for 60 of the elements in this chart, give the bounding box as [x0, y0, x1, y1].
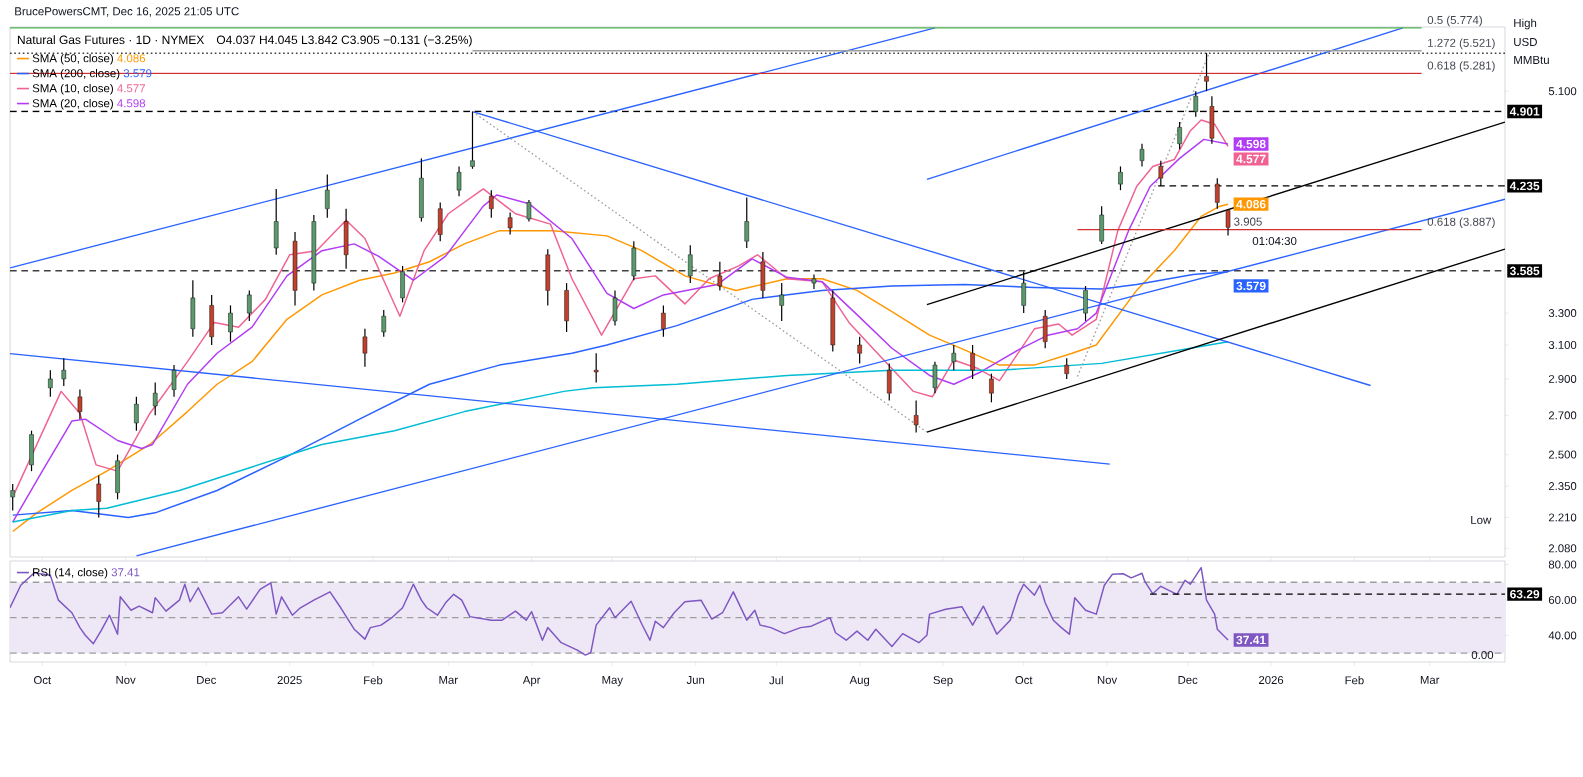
annotation: 0.5 (5.774)	[1427, 15, 1482, 27]
y-tick-label: 40.00	[1548, 631, 1577, 640]
x-tick-label: 2025	[277, 676, 302, 685]
x-tick-label: Aug	[849, 676, 870, 687]
data-label: 4.086	[1236, 199, 1266, 209]
x-tick-label: Nov	[1097, 676, 1118, 684]
annotation: 0.618 (5.281)	[1427, 61, 1495, 72]
y-tick-label: 60.00	[1548, 595, 1577, 604]
y-tick-label: 80.00	[1548, 560, 1577, 569]
x-tick-label: Jul	[769, 676, 783, 685]
y-tick-label: 2.900	[1548, 374, 1577, 383]
ref-line-label: 4.901	[1509, 107, 1540, 116]
x-tick-label: Dec	[197, 676, 217, 684]
y-tick-label: 5.100	[1548, 87, 1577, 96]
x-tick-label: Dec	[1178, 676, 1198, 684]
text: O4.037 H4.045 L3.842 C3.905 −0.131 (−3.25%)	[216, 35, 472, 47]
x-tick-label: Oct	[34, 676, 52, 685]
y-tick-label: 3.100	[1548, 340, 1577, 349]
x-tick-label: 2026	[1259, 676, 1284, 685]
annotation: 0.00	[1471, 650, 1494, 660]
y-tick-label: 2.700	[1548, 411, 1577, 420]
ref-line-label: 3.585	[1509, 266, 1540, 276]
text: High	[1514, 18, 1537, 30]
y-tick-label: 2.500	[1548, 450, 1577, 459]
text: BrucePowersCMT, Dec 16, 2025 21:05 UTC	[15, 7, 239, 17]
x-tick-label: Sep	[933, 676, 953, 687]
y-tick-label: 2.210	[1548, 513, 1577, 522]
data-label: 63.29	[1510, 589, 1540, 599]
annotation: 1.272 (5.521)	[1428, 38, 1495, 50]
x-tick-label: Oct	[1015, 676, 1033, 685]
x-tick-label: Nov	[116, 676, 136, 684]
text: Natural Gas Futures · 1D · NYMEX	[17, 35, 205, 45]
x-tick-label: Feb	[364, 676, 383, 685]
data-label: 37.41	[1236, 635, 1266, 645]
text: 4.598	[117, 99, 146, 108]
annotation: Low	[1471, 515, 1492, 524]
y-tick-label: 2.350	[1548, 482, 1577, 491]
x-tick-label: Jun	[686, 676, 705, 684]
x-tick-label: Mar	[1420, 676, 1440, 684]
data-label: 4.577	[1236, 154, 1266, 164]
y-tick-label: 3.300	[1548, 309, 1577, 318]
y-tick-label: 2.080	[1548, 544, 1577, 553]
x-tick-label: Feb	[1345, 676, 1364, 685]
text: USD	[1514, 37, 1537, 47]
text: MMBtu	[1514, 55, 1549, 64]
data-label: 4.235	[1509, 181, 1540, 191]
text: 4.086	[117, 54, 146, 63]
legend-label: SMA (50, close)	[32, 53, 113, 65]
annotation: 0.618 (3.887)	[1427, 217, 1495, 229]
annotation: 01:04:30	[1252, 236, 1297, 246]
x-tick-label: Apr	[522, 676, 541, 687]
legend-label: SMA (10, close)	[32, 83, 113, 95]
x-tick-label: May	[602, 676, 623, 687]
annotation: 3.905	[1234, 217, 1262, 226]
data-label: 3.579	[1236, 281, 1266, 291]
text: 37.41	[111, 568, 140, 577]
legend-label: SMA (20, close)	[32, 98, 113, 110]
text: 4.577	[117, 84, 145, 93]
data-label: 4.598	[1236, 139, 1266, 149]
x-tick-label: Mar	[439, 676, 458, 684]
